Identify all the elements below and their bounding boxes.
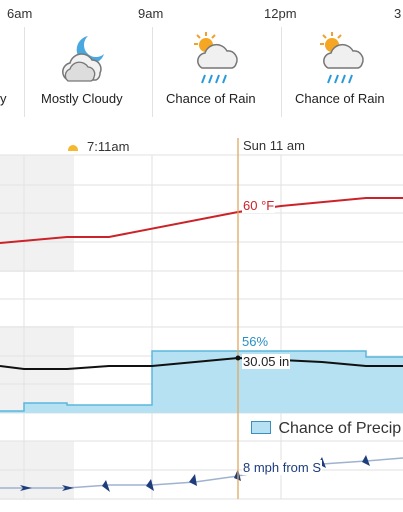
wind-arrow-icon <box>189 474 197 486</box>
wind-arrows <box>20 455 370 492</box>
precip-readout: 56% <box>242 334 269 349</box>
wind-arrow-icon <box>20 485 32 491</box>
precip-area <box>0 351 403 413</box>
precip-legend-swatch <box>251 421 271 434</box>
precip-legend[interactable]: Chance of Precip <box>251 420 401 438</box>
wind-arrow-icon <box>146 479 154 491</box>
wind-arrow-icon <box>102 480 110 492</box>
forecast-label: Chance of Rain <box>166 91 256 106</box>
pressure-readout: 30.05 in <box>242 354 291 369</box>
forecast-label: Chance of Rain <box>295 91 385 106</box>
cursor-time-label: Sun 11 am <box>243 138 305 153</box>
wind-arrow-icon <box>362 455 370 466</box>
hour-label-3pm: 3 <box>394 6 402 21</box>
sun-cloud-rain-icon <box>190 30 246 88</box>
temperature-readout: 60 °F <box>242 198 276 213</box>
wind-arrow-icon <box>62 485 74 491</box>
hour-label-6am: 6am <box>7 6 33 21</box>
pressure-line <box>0 356 403 370</box>
hour-label-12pm: 12pm <box>264 6 297 21</box>
wind-readout: 8 mph from S <box>242 460 323 475</box>
precip-outline <box>0 350 403 412</box>
forecast-label: Mostly Cloudy <box>41 91 123 106</box>
cursor-point <box>235 355 241 361</box>
hour-label-9am: 9am <box>138 6 164 21</box>
forecast-divider <box>152 27 153 117</box>
forecast-divider <box>281 27 282 117</box>
section-gap <box>0 413 403 441</box>
precip-legend-label: Chance of Precip <box>278 420 402 437</box>
forecast-divider <box>24 27 25 117</box>
sunrise-time: 7:11am <box>87 139 130 154</box>
sun-cloud-rain-icon <box>316 30 372 88</box>
forecast-label: y <box>0 91 7 106</box>
moon-cloud-icon <box>58 30 114 86</box>
sun-icon <box>68 145 78 151</box>
